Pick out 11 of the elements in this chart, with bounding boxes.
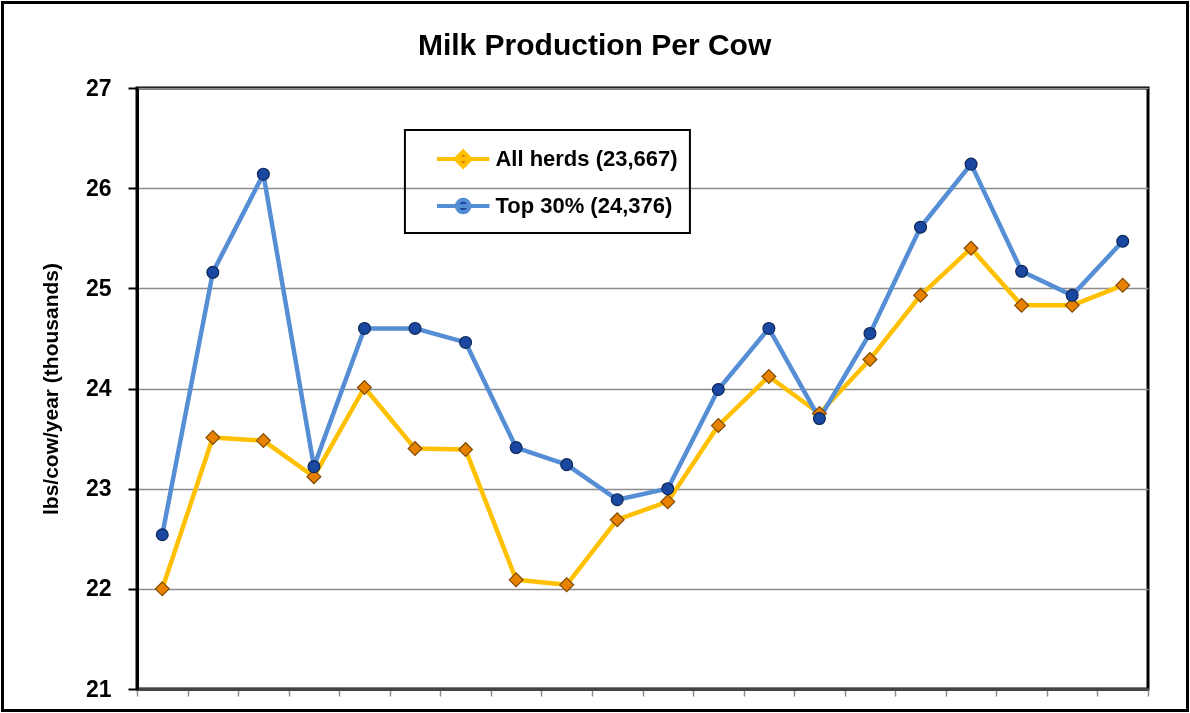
chart-title: Milk Production Per Cow — [417, 28, 772, 61]
y-tick-label: 24 — [85, 375, 112, 401]
y-tick-label: 23 — [85, 475, 112, 502]
y-tick-label: 21 — [85, 675, 112, 702]
y-tick-label: 26 — [85, 174, 112, 201]
y-axis-title: lbs/cow/year (thousands) — [38, 262, 62, 516]
legend-label: All herds (23,667) — [495, 146, 678, 172]
legend-label: Top 30% (24,376) — [495, 193, 673, 219]
y-tick-label: 25 — [85, 274, 112, 301]
y-tick-label: 27 — [85, 74, 112, 101]
y-tick-label: 22 — [85, 575, 112, 602]
